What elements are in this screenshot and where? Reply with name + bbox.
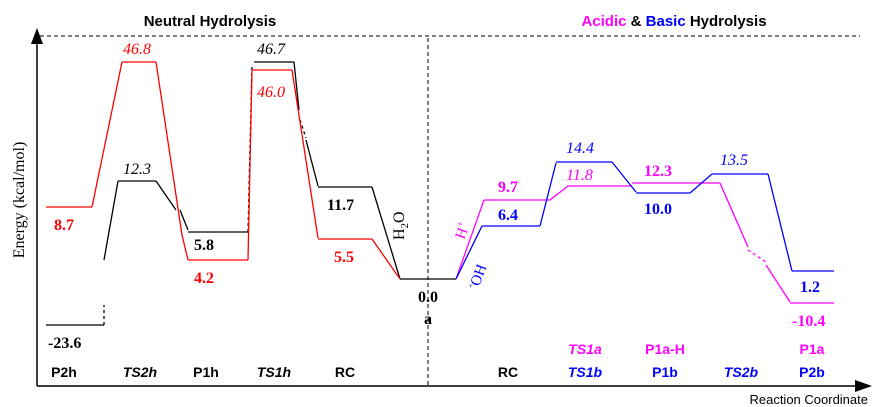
hydrolysis-word: Hydrolysis <box>686 13 767 30</box>
energy-p1a: -10.4 <box>792 313 825 330</box>
basic-word: Basic <box>646 13 686 30</box>
energy-p1b: 10.0 <box>644 201 672 218</box>
energy-rc-basic: 6.4 <box>498 207 518 224</box>
label-p1b: P1b <box>652 364 678 380</box>
label-p1a: P1a <box>800 341 825 357</box>
label-p1ah: P1a-H <box>645 341 685 357</box>
energy-ts1h-red: 46.0 <box>257 84 285 101</box>
label-ts2h: TS2h <box>123 364 157 380</box>
energy-rc-zero: 0.0 <box>418 289 438 306</box>
energy-p1h-red: 4.2 <box>194 270 214 287</box>
x-axis-arrowhead <box>855 380 872 392</box>
proton-label: H+ <box>451 219 474 241</box>
energy-p2b: 1.2 <box>800 279 820 296</box>
label-ts1b: TS1b <box>568 364 603 380</box>
label-ts2b: TS2b <box>724 364 759 380</box>
label-rc-right: RC <box>498 364 518 380</box>
energy-p1h-black: 5.8 <box>194 237 214 254</box>
energy-ts1b: 14.4 <box>566 140 594 157</box>
energy-rc-black: 11.7 <box>327 197 354 214</box>
label-p2h: P2h <box>51 364 77 380</box>
energy-ts2b: 13.5 <box>720 152 748 169</box>
label-ts1h: TS1h <box>257 364 291 380</box>
y-axis-arrowhead <box>31 28 43 44</box>
rc-label-a: a <box>424 311 432 328</box>
energy-p2h-red: 8.7 <box>54 217 74 234</box>
water-label: H2O <box>391 211 411 240</box>
energy-p2h-black: -23.6 <box>48 335 81 352</box>
y-axis-label: Energy (kcal/mol) <box>11 142 28 259</box>
label-ts1a: TS1a <box>568 341 602 357</box>
neutral-title: Neutral Hydrolysis <box>144 13 277 30</box>
amp-word: & <box>626 13 645 30</box>
label-p1h: P1h <box>193 364 219 380</box>
acidic-word: Acidic <box>581 13 626 30</box>
basic-path <box>455 161 834 280</box>
neutral-black-path <box>46 61 401 326</box>
hydroxide-label: -OH <box>465 262 491 292</box>
neutral-red-path <box>46 61 401 280</box>
label-p2b: P2b <box>799 364 825 380</box>
energy-ts1a: 11.8 <box>566 167 593 184</box>
x-axis-label: Reaction Coordinate <box>749 392 868 407</box>
energy-ts2h-red: 46.8 <box>123 41 151 58</box>
energy-ts2h-black: 12.3 <box>123 161 151 178</box>
acidic-basic-title: Acidic & Basic Hydrolysis <box>581 13 766 30</box>
label-rc-neutral: RC <box>335 364 355 380</box>
energy-rc-acidic: 9.7 <box>498 179 518 196</box>
energy-ts1h-black: 46.7 <box>257 41 286 58</box>
acidic-path <box>455 182 834 304</box>
energy-p1ah: 12.3 <box>644 163 672 180</box>
energy-rc-red: 5.5 <box>334 249 354 266</box>
